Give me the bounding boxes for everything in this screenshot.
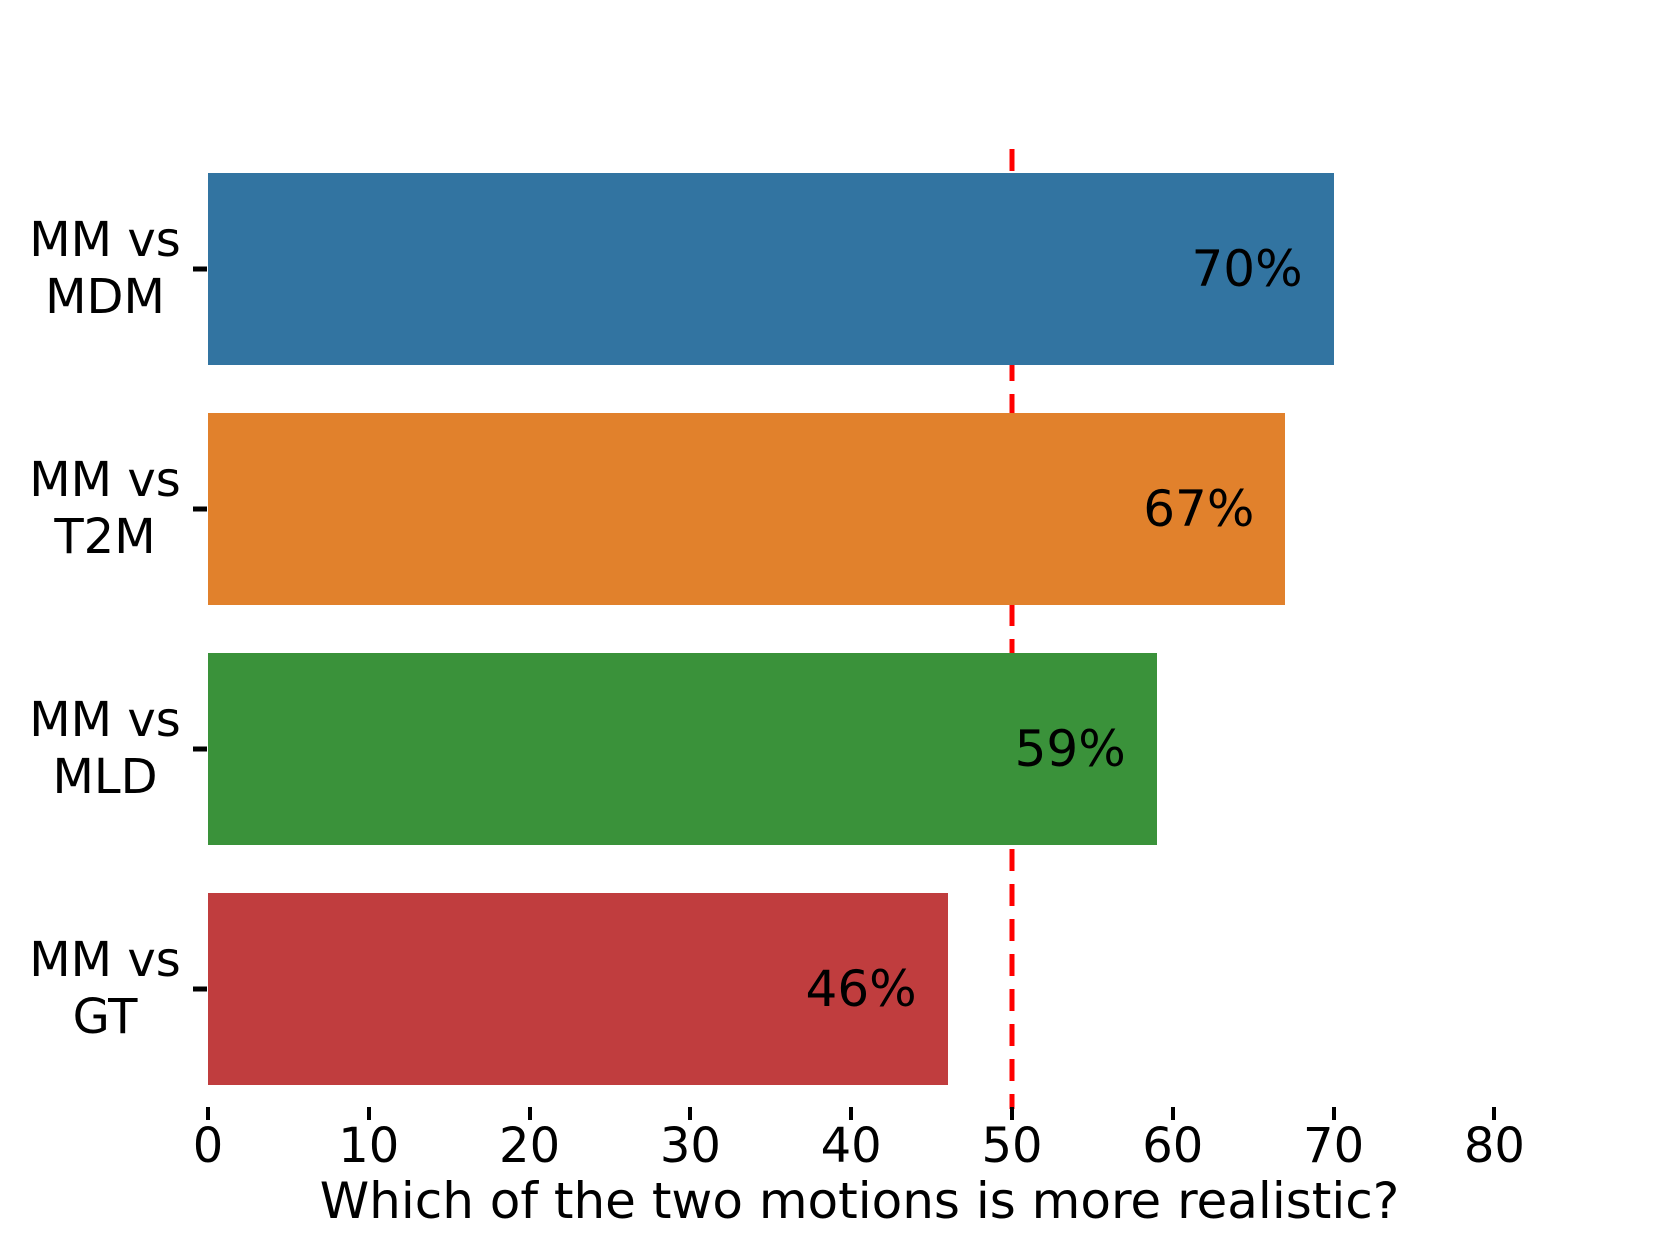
bar-value-label: 67%	[1143, 480, 1255, 538]
category-label: MM vs MDM	[14, 212, 196, 326]
x-axis-tick-label: 0	[192, 1118, 224, 1174]
x-axis-tick	[688, 1107, 693, 1120]
x-axis-tick-label: 10	[338, 1118, 400, 1174]
x-axis-tick-label: 20	[499, 1118, 561, 1174]
category-label: MM vs T2M	[14, 452, 196, 566]
category-label-line1: MM vs	[29, 692, 181, 748]
y-axis-tick	[193, 746, 207, 752]
bar-value-label: 59%	[1014, 720, 1126, 778]
category-label-line1: MM vs	[29, 212, 181, 268]
category-label: MM vs GT	[14, 932, 196, 1046]
x-axis-tick	[1492, 1107, 1497, 1120]
reference-line-50-percent	[1009, 149, 1015, 1109]
x-axis-tick-label: 70	[1303, 1118, 1365, 1174]
category-label-line2: T2M	[54, 509, 156, 565]
x-axis-tick	[1170, 1107, 1175, 1120]
x-axis-tick	[1010, 1107, 1014, 1120]
bar-mm-vs-gt	[208, 893, 948, 1085]
category-label-line2: GT	[72, 989, 138, 1045]
bar-value-label: 70%	[1191, 240, 1303, 298]
y-axis-tick	[193, 266, 207, 272]
x-axis-tick	[366, 1107, 371, 1120]
y-axis-tick	[193, 506, 207, 512]
bar-mm-vs-mdm	[208, 173, 1334, 365]
x-axis-tick	[527, 1107, 532, 1120]
category-label-line1: MM vs	[29, 452, 181, 508]
x-axis-tick	[849, 1107, 854, 1120]
x-axis-tick	[206, 1107, 210, 1120]
x-axis-title: Which of the two motions is more realist…	[319, 1172, 1400, 1230]
x-axis-tick-label: 40	[820, 1118, 882, 1174]
x-axis-tick-label: 60	[1142, 1118, 1204, 1174]
y-axis-tick	[193, 986, 207, 992]
x-axis-tick-label: 30	[659, 1118, 721, 1174]
category-label-line2: MLD	[52, 749, 158, 805]
category-label: MM vs MLD	[14, 692, 196, 806]
category-label-line2: MDM	[45, 269, 165, 325]
category-label-line1: MM vs	[29, 932, 181, 988]
x-axis-tick-label: 50	[981, 1118, 1043, 1174]
x-axis-tick	[1331, 1107, 1336, 1120]
bar-value-label: 46%	[805, 960, 917, 1018]
bar-mm-vs-t2m	[208, 413, 1286, 605]
bar-mm-vs-mld	[208, 653, 1157, 845]
x-axis-tick-label: 80	[1463, 1118, 1525, 1174]
